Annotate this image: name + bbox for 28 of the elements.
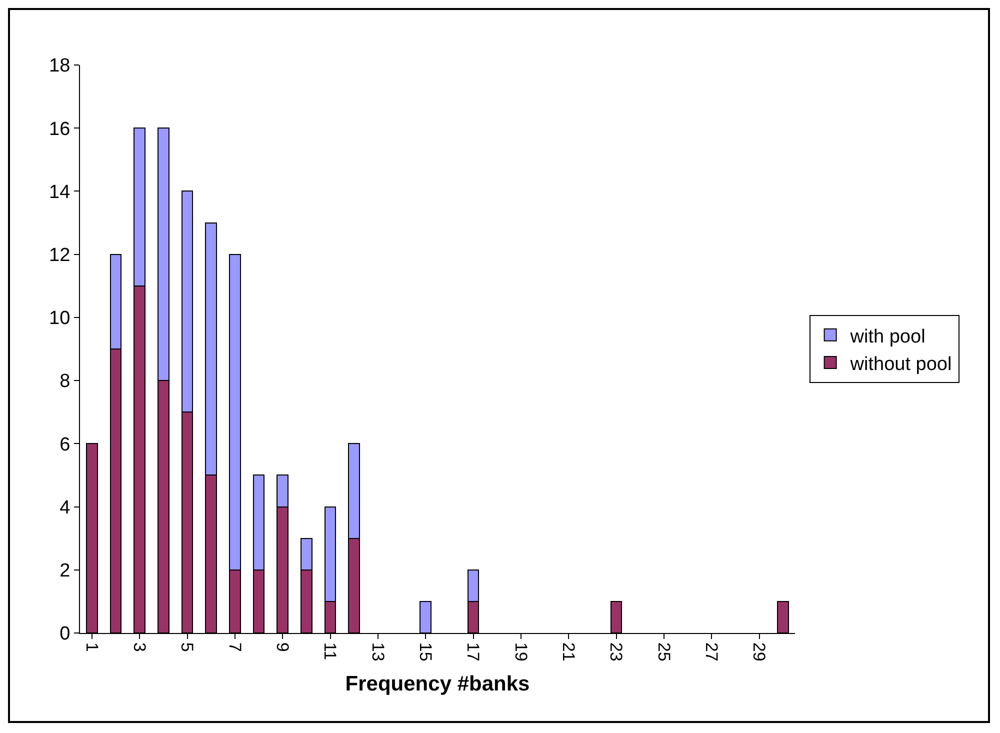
legend-label: with pool bbox=[849, 326, 926, 348]
y-tick-label: 18 bbox=[49, 56, 70, 77]
y-tick-label: 4 bbox=[60, 497, 71, 518]
x-tick-label: 3 bbox=[130, 642, 150, 652]
x-tick-label: 27 bbox=[702, 642, 722, 662]
x-tick-label: 15 bbox=[416, 642, 436, 662]
x-tick-label: 13 bbox=[368, 642, 388, 662]
y-tick-label: 14 bbox=[49, 182, 71, 203]
x-tick-label: 1 bbox=[82, 642, 102, 652]
y-tick-label: 12 bbox=[49, 244, 70, 266]
y-tick-label: 8 bbox=[60, 371, 70, 392]
y-tick-label: 16 bbox=[49, 118, 70, 140]
y-tick-label: 0 bbox=[60, 624, 70, 645]
x-tick-label: 9 bbox=[273, 642, 292, 652]
x-tick-label: 25 bbox=[654, 642, 674, 662]
x-tick-label: 7 bbox=[225, 642, 244, 652]
x-tick-label: 29 bbox=[750, 642, 769, 662]
y-tick-label: 2 bbox=[60, 560, 70, 582]
x-tick-label: 17 bbox=[464, 642, 483, 662]
x-tick-label: 19 bbox=[511, 642, 530, 662]
x-tick-label: 11 bbox=[320, 642, 340, 660]
legend-label: without pool bbox=[849, 354, 952, 375]
x-tick-label: 21 bbox=[559, 642, 578, 662]
y-tick-label: 10 bbox=[49, 308, 70, 330]
y-tick-label: 6 bbox=[60, 434, 70, 456]
x-axis-title: Frequency #banks bbox=[345, 672, 530, 696]
x-tick-label: 23 bbox=[606, 642, 626, 662]
x-tick-label: 5 bbox=[178, 642, 197, 652]
